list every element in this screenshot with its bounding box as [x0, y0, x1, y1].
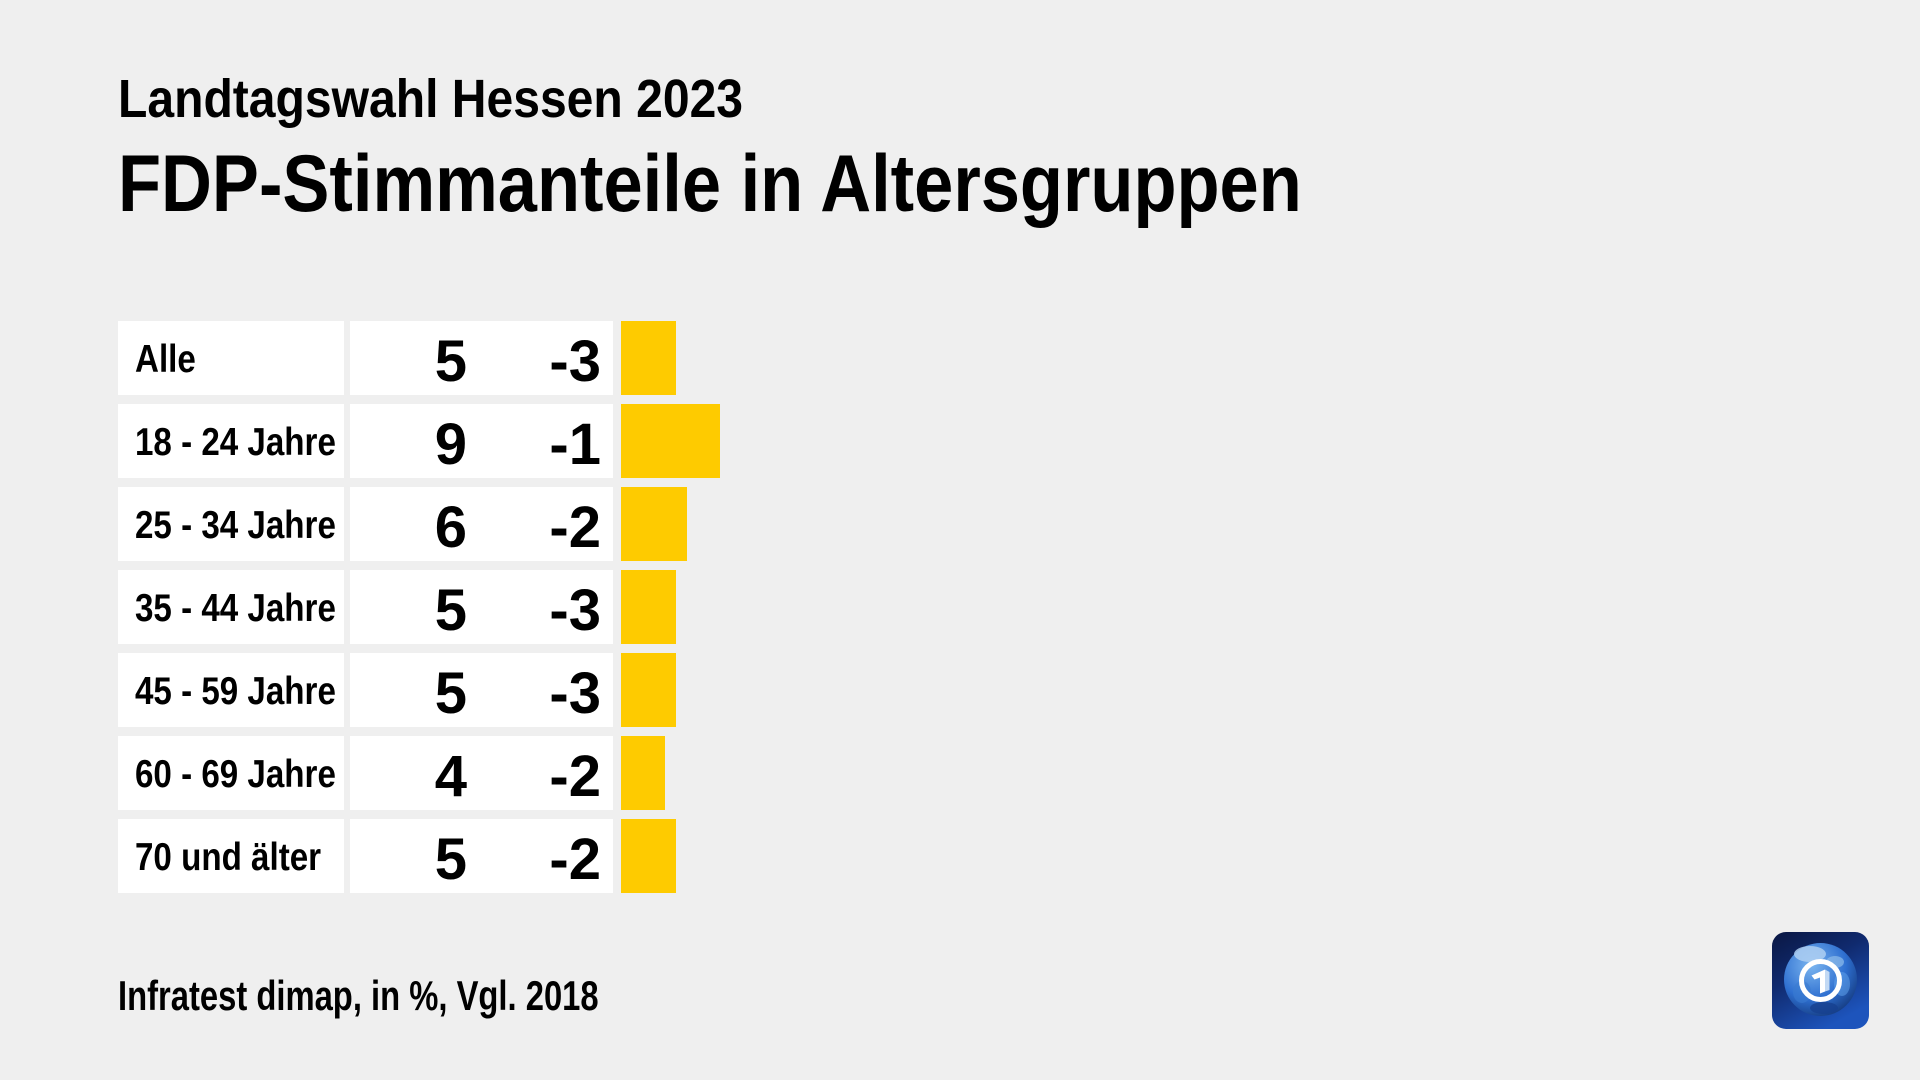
share-value: 5 [434, 577, 467, 643]
age-group-label-cell: 18 - 24 Jahre [118, 404, 344, 478]
bar-divider [613, 321, 621, 395]
bar-divider [613, 819, 621, 893]
bar-divider [613, 404, 621, 478]
bar-divider [613, 570, 621, 644]
chart-kicker: Landtagswahl Hessen 2023 [118, 72, 820, 126]
value-bar [621, 321, 676, 395]
age-group-label-cell: Alle [118, 321, 344, 395]
table-row: 35 - 44 Jahre 5 -3 [118, 570, 720, 644]
source-text: Infratest dimap, in %, Vgl. 2018 [118, 972, 599, 1019]
table-row: 45 - 59 Jahre 5 -3 [118, 653, 720, 727]
age-group-label-cell: 45 - 59 Jahre [118, 653, 344, 727]
value-bar [621, 653, 676, 727]
values-cell: 5 -3 [350, 570, 613, 644]
share-value: 5 [434, 826, 467, 892]
table-row: 25 - 34 Jahre 6 -2 [118, 487, 720, 561]
value-bar [621, 819, 676, 893]
values-cell: 4 -2 [350, 736, 613, 810]
age-group-label: 35 - 44 Jahre [135, 587, 336, 630]
table-row: Alle 5 -3 [118, 321, 720, 395]
value-bar [621, 404, 720, 478]
age-group-label: 70 und älter [135, 836, 322, 879]
share-value: 5 [434, 328, 467, 394]
age-group-label-cell: 70 und älter [118, 819, 344, 893]
change-value: -3 [549, 328, 601, 394]
age-group-label-cell: 25 - 34 Jahre [118, 487, 344, 561]
page-title: FDP-Stimmanteile in Altersgruppen [118, 144, 1479, 225]
values-cell: 6 -2 [350, 487, 613, 561]
table-row: 70 und älter 5 -2 [118, 819, 720, 893]
value-bar [621, 736, 665, 810]
table-row: 18 - 24 Jahre 9 -1 [118, 404, 720, 478]
age-group-label-cell: 60 - 69 Jahre [118, 736, 344, 810]
age-group-label-cell: 35 - 44 Jahre [118, 570, 344, 644]
chart-kicker-text: Landtagswahl Hessen 2023 [118, 69, 744, 129]
change-value: -1 [549, 411, 601, 477]
bar-divider [613, 736, 621, 810]
change-value: -2 [549, 494, 601, 560]
age-group-label: 60 - 69 Jahre [135, 753, 336, 796]
value-bar [621, 570, 676, 644]
share-value: 4 [434, 743, 467, 809]
globe-one-icon [1772, 932, 1869, 1029]
age-group-label: 18 - 24 Jahre [135, 421, 336, 464]
values-cell: 5 -3 [350, 653, 613, 727]
change-value: -3 [549, 577, 601, 643]
source-line: Infratest dimap, in %, Vgl. 2018 [118, 975, 734, 1017]
value-bar [621, 487, 687, 561]
values-cell: 5 -3 [350, 321, 613, 395]
share-value: 9 [434, 411, 467, 477]
values-cell: 9 -1 [350, 404, 613, 478]
change-value: -2 [549, 743, 601, 809]
bar-divider [613, 653, 621, 727]
bar-divider [613, 487, 621, 561]
page-title-text: FDP-Stimmanteile in Altersgruppen [118, 139, 1302, 229]
table-row: 60 - 69 Jahre 4 -2 [118, 736, 720, 810]
age-group-label: 25 - 34 Jahre [135, 504, 336, 547]
age-group-table: Alle 5 -3 18 - 24 Jahre 9 -1 25 - 34 Jah… [118, 321, 720, 902]
change-value: -3 [549, 660, 601, 726]
change-value: -2 [549, 826, 601, 892]
age-group-label: 45 - 59 Jahre [135, 670, 336, 713]
tagesschau-ard-logo-icon [1772, 932, 1869, 1029]
share-value: 6 [434, 494, 467, 560]
values-cell: 5 -2 [350, 819, 613, 893]
share-value: 5 [434, 660, 467, 726]
age-group-label: Alle [135, 338, 196, 381]
